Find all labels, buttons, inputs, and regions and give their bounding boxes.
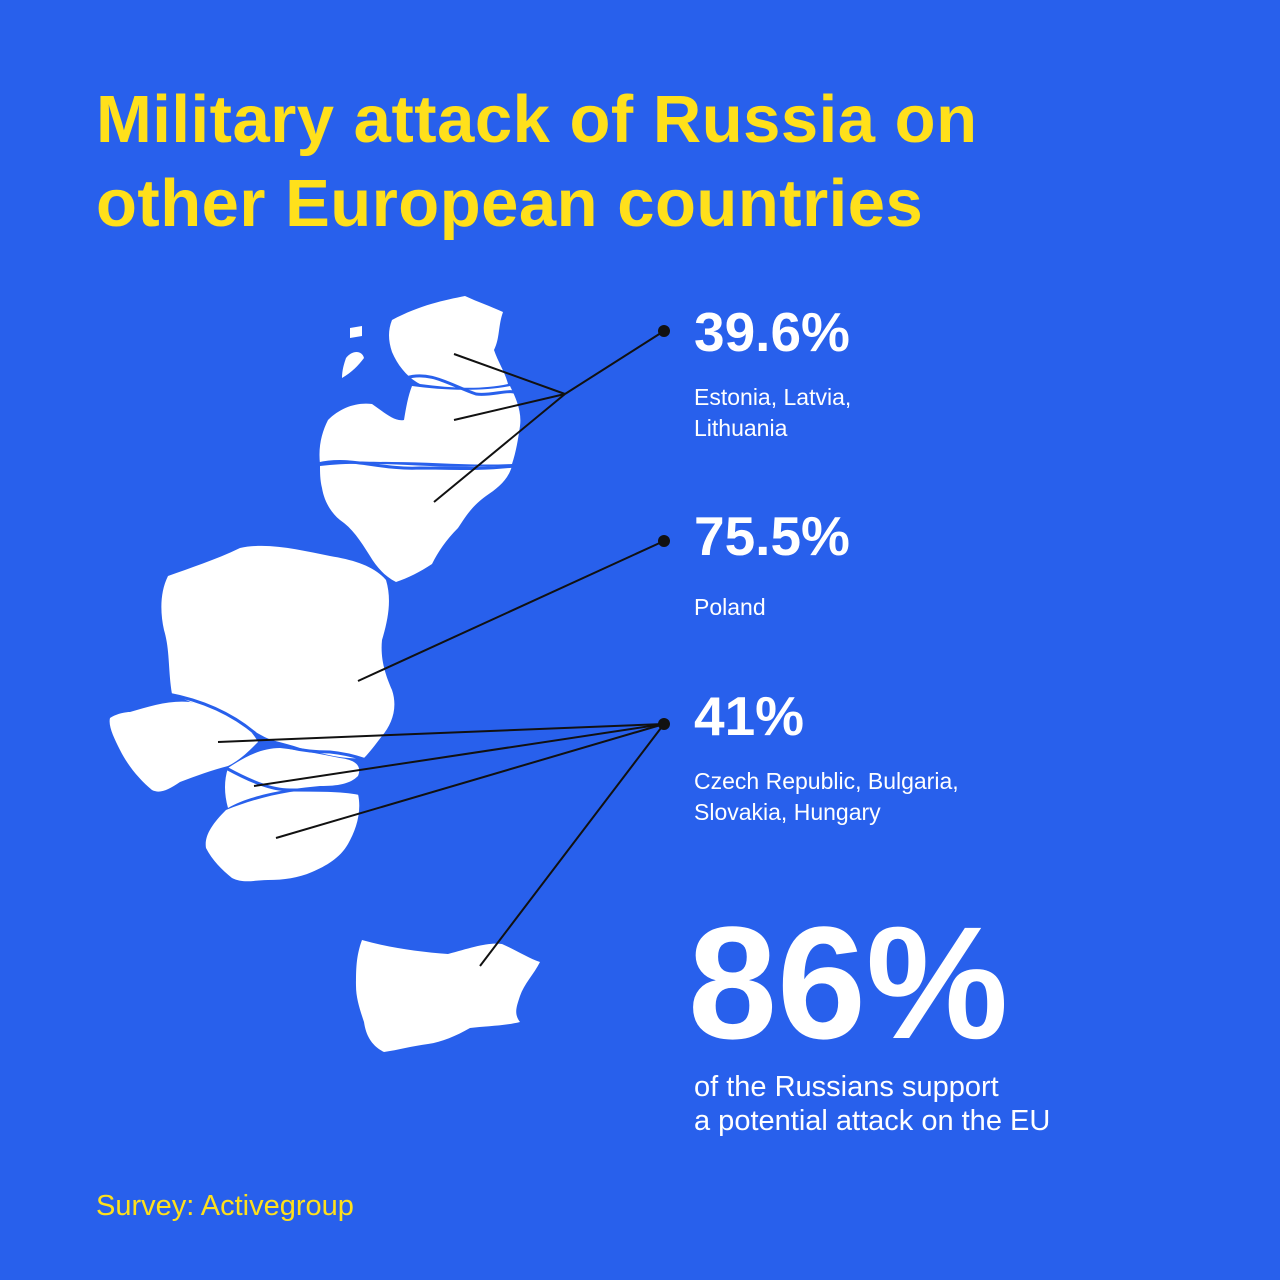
leader-line-czech — [217, 723, 665, 743]
map-latvia — [319, 386, 521, 465]
leader-line-baltics-2 — [453, 353, 566, 395]
leader-dot-baltics — [658, 325, 670, 337]
map-estonia — [389, 296, 508, 388]
map-slovakia — [225, 748, 360, 808]
map-estonia-island-2 — [342, 352, 364, 378]
highlight-stat: 86% of the Russians support a potential … — [688, 898, 1051, 1138]
stat-poland: 75.5% Poland — [694, 506, 850, 623]
leader-line-baltics-3 — [453, 393, 566, 421]
map-estonia-island-1 — [350, 326, 362, 338]
highlight-value: 86% — [688, 893, 1009, 1072]
infographic-title: Military attack of Russia on other Europ… — [96, 78, 1196, 246]
map-lithuania — [320, 463, 512, 582]
leader-dot-central — [658, 718, 670, 730]
stat-label: Czech Republic, Bulgaria, Slovakia, Hung… — [694, 768, 959, 825]
survey-source: Survey: Activegroup — [96, 1190, 354, 1222]
map-czech — [109, 701, 258, 792]
map-bulgaria — [356, 940, 540, 1052]
stat-label: Estonia, Latvia, Lithuania — [694, 384, 852, 441]
stat-central-europe: 41% Czech Republic, Bulgaria, Slovakia, … — [694, 686, 959, 828]
leader-line-poland — [357, 540, 665, 682]
highlight-caption: of the Russians support a potential atta… — [694, 1071, 1051, 1137]
title-line-2: other European countries — [96, 166, 924, 241]
leader-line-baltics-1 — [564, 330, 665, 395]
leader-dot-poland — [658, 535, 670, 547]
stat-value: 39.6% — [694, 301, 850, 363]
stat-value: 75.5% — [694, 505, 850, 567]
leader-line-bulgaria — [479, 723, 665, 967]
stat-baltics: 39.6% Estonia, Latvia, Lithuania — [694, 302, 851, 444]
leader-line-hungary — [275, 723, 665, 839]
title-line-1: Military attack of Russia on — [96, 82, 978, 157]
leader-line-baltics-4 — [433, 393, 566, 503]
leader-line-slovakia — [253, 723, 665, 787]
stat-value: 41% — [694, 685, 805, 747]
stat-label: Poland — [694, 594, 766, 620]
map-poland — [161, 545, 395, 759]
